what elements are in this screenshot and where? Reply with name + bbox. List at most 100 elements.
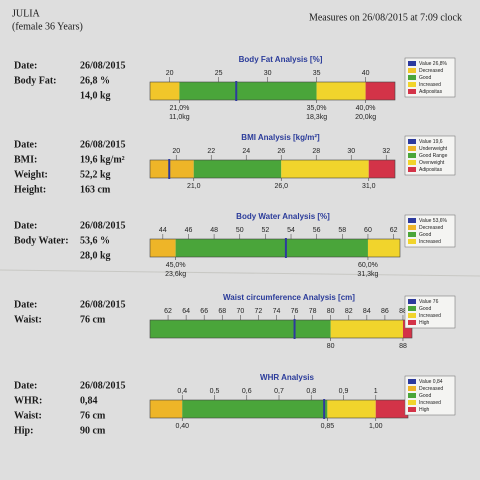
bound-label: 31,0 [362,183,376,190]
legend-label: Adipositas [419,89,443,95]
range-band [375,400,408,418]
legend-swatch [408,153,416,158]
legend-label: Good [419,306,431,312]
legend-label: Value 53,6% [419,218,448,224]
x-tick-label: 1 [374,388,378,395]
field-value: 28,0 kg [80,250,111,261]
field-label: Date: [14,220,37,231]
legend-swatch [408,400,416,405]
legend-label: Decreased [419,386,443,392]
field-value: 163 cm [80,184,111,195]
legend-label: Value 19,6 [419,139,443,145]
bound-label: 26,0 [274,183,288,190]
x-tick-label: 54 [287,227,295,234]
range-band [150,82,180,100]
field-value: 90 cm [80,425,106,436]
bound-label: 23,6kg [165,271,186,278]
x-tick-label: 62 [390,227,398,234]
legend-label: Good [419,232,431,238]
field-value: 26/08/2015 [80,139,126,150]
field-label: Weight: [14,169,48,180]
legend-swatch [408,225,416,230]
legend-swatch [408,82,416,87]
bound-label: 21,0 [187,183,201,190]
legend-label: Good Range [419,153,448,159]
x-tick-label: 70 [236,308,244,315]
legend-label: Value 26,8% [419,61,448,67]
legend-swatch [408,75,416,80]
legend-swatch [408,167,416,172]
x-tick-label: 60 [364,227,372,234]
patient-info: (female 36 Years) [12,21,83,32]
legend-label: Decreased [419,68,443,74]
field-label: Height: [14,184,46,195]
x-tick-label: 46 [185,227,193,234]
field-value: 0,84 [80,395,98,406]
field-label: Date: [14,60,37,71]
legend-swatch [408,61,416,66]
chart-title: BMI Analysis [kg/m²] [241,133,320,142]
bound-label: 20,0kg [355,114,376,121]
field-label: Body Fat: [14,75,57,86]
bound-label: 88 [399,343,407,350]
x-tick-label: 86 [381,308,389,315]
field-label: WHR: [14,395,42,406]
legend-label: Increased [419,239,441,245]
field-value: 52,2 kg [80,169,111,180]
x-tick-label: 74 [273,308,281,315]
field-value: 76 cm [80,314,106,325]
legend-label: Adipositas [419,167,443,173]
bound-label: 80 [327,343,335,350]
field-label: Waist: [14,314,42,325]
chart-title: Body Fat Analysis [%] [239,55,323,64]
x-tick-label: 35 [313,70,321,77]
x-tick-label: 68 [218,308,226,315]
bound-label: 0,85 [321,423,335,430]
legend-label: High [419,320,430,326]
legend-swatch [408,68,416,73]
legend-swatch [408,386,416,391]
range-band [402,320,412,338]
x-tick-label: 22 [207,148,215,155]
field-value: 26/08/2015 [80,299,126,310]
field-value: 26/08/2015 [80,220,126,231]
x-tick-label: 44 [159,227,167,234]
legend-swatch [408,393,416,398]
legend-label: Decreased [419,225,443,231]
legend-swatch [408,218,416,223]
measure-date: Measures on 26/08/2015 at 7:09 clock [309,12,462,23]
x-tick-label: 88 [399,308,407,315]
legend-label: Underweight [419,146,448,152]
legend-swatch [408,320,416,325]
range-band [281,160,369,178]
paper-fold [0,269,480,277]
x-tick-label: 32 [382,148,390,155]
bound-label: 45,0% [166,262,186,269]
legend-swatch [408,306,416,311]
x-tick-label: 0,5 [210,388,220,395]
range-band [179,82,317,100]
patient-name: JULIA [12,8,41,19]
range-band [368,160,395,178]
field-label: Date: [14,139,37,150]
x-tick-label: 62 [164,308,172,315]
legend-swatch [408,139,416,144]
field-value: 19,6 kg/m² [80,154,125,165]
range-band [150,320,331,338]
range-band [150,160,194,178]
legend-label: Good [419,393,431,399]
bar-frame [149,81,396,101]
x-tick-label: 58 [338,227,346,234]
legend-swatch [408,313,416,318]
legend-label: Value 76 [419,299,439,305]
legend-swatch [408,160,416,165]
x-tick-label: 78 [309,308,317,315]
range-band [193,160,282,178]
x-tick-label: 64 [182,308,190,315]
legend-swatch [408,89,416,94]
bar-frame [149,319,413,339]
x-tick-label: 84 [363,308,371,315]
range-band [182,400,328,418]
